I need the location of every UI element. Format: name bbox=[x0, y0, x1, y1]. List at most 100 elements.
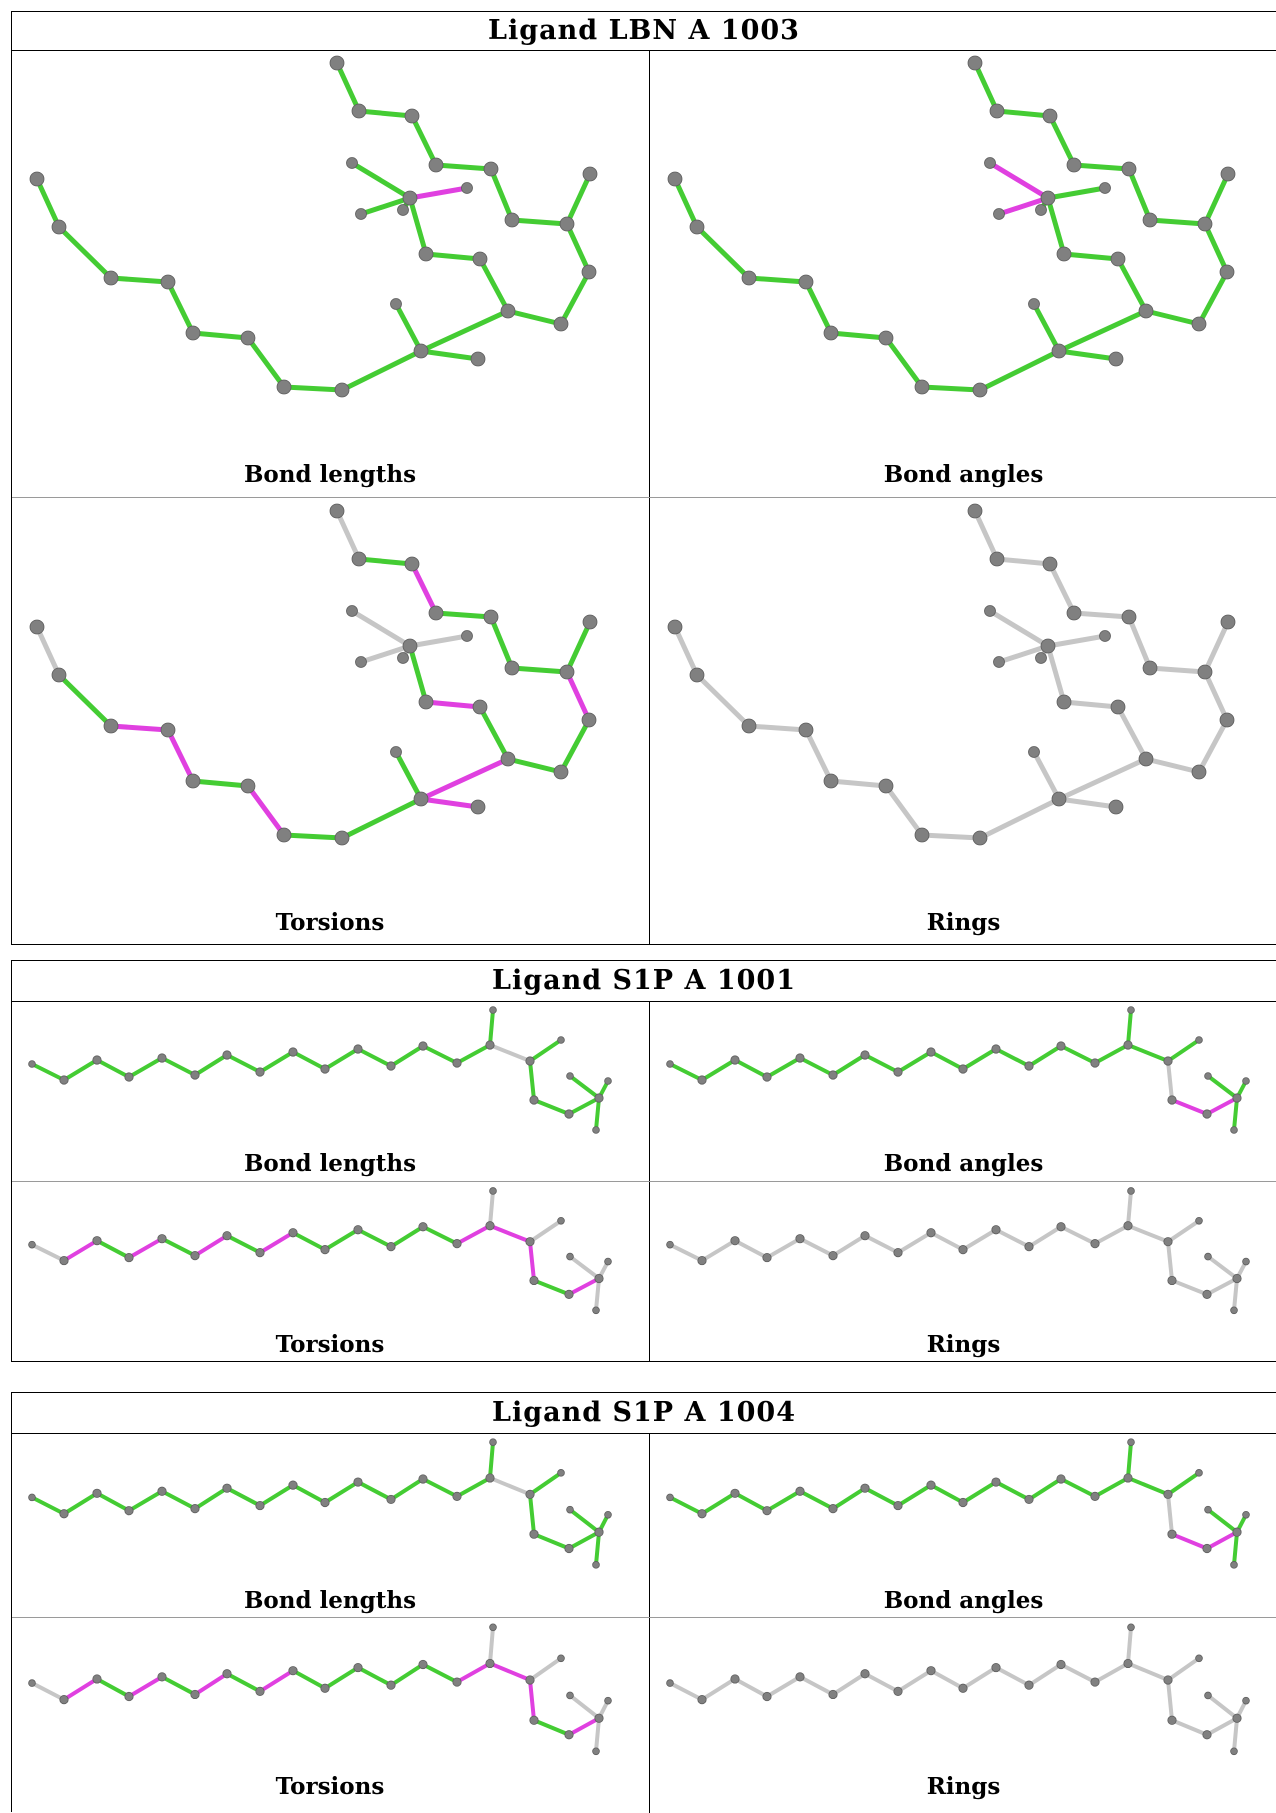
bond bbox=[994, 556, 1053, 567]
bond bbox=[1170, 1098, 1209, 1116]
atom bbox=[157, 1486, 167, 1496]
atom bbox=[1167, 1275, 1177, 1286]
atom bbox=[402, 638, 418, 654]
molecule-structure bbox=[667, 55, 1236, 398]
atom bbox=[92, 1236, 102, 1246]
atom bbox=[452, 1239, 462, 1249]
atom bbox=[500, 751, 516, 767]
bond bbox=[488, 1008, 495, 1047]
atom bbox=[1167, 1095, 1177, 1105]
bond bbox=[30, 1495, 66, 1516]
bond bbox=[765, 1056, 802, 1079]
atom bbox=[288, 1047, 298, 1057]
bond bbox=[668, 1681, 704, 1702]
atom bbox=[103, 718, 119, 734]
atom bbox=[730, 1674, 740, 1684]
atom bbox=[59, 1075, 69, 1085]
atom bbox=[157, 1672, 167, 1682]
bond bbox=[1027, 1044, 1063, 1068]
atom bbox=[1123, 1221, 1133, 1231]
atom bbox=[1024, 1061, 1034, 1071]
bond bbox=[95, 1238, 131, 1260]
atom bbox=[798, 274, 814, 290]
atom bbox=[470, 799, 486, 815]
bond bbox=[532, 1278, 571, 1297]
bond bbox=[1126, 1475, 1170, 1497]
bond bbox=[896, 1668, 933, 1694]
panel-label: Torsions bbox=[275, 909, 385, 936]
atom bbox=[92, 1055, 102, 1065]
atom bbox=[1090, 1239, 1100, 1249]
atom bbox=[1110, 699, 1126, 715]
bond bbox=[528, 1038, 563, 1063]
bond bbox=[421, 1224, 459, 1246]
atom bbox=[1042, 108, 1058, 124]
atom bbox=[1232, 1713, 1242, 1723]
atom bbox=[1056, 694, 1072, 710]
atom bbox=[991, 1044, 1001, 1054]
bond bbox=[193, 1486, 229, 1511]
atom bbox=[967, 55, 983, 71]
atom bbox=[1024, 1680, 1034, 1690]
bond bbox=[95, 1676, 131, 1699]
atom bbox=[893, 1067, 903, 1077]
bond bbox=[1061, 251, 1121, 262]
bond bbox=[258, 1668, 295, 1694]
atom bbox=[860, 1669, 870, 1679]
atom bbox=[553, 316, 569, 332]
bond bbox=[421, 1476, 459, 1499]
bond bbox=[929, 1668, 965, 1691]
bond bbox=[291, 1050, 327, 1071]
atom bbox=[581, 264, 597, 280]
atom bbox=[529, 1715, 539, 1725]
atom bbox=[1232, 1527, 1242, 1537]
bond bbox=[1206, 1693, 1239, 1721]
bond bbox=[190, 330, 251, 341]
bond bbox=[160, 1236, 197, 1258]
bond bbox=[258, 1050, 295, 1074]
atom bbox=[351, 103, 367, 119]
atom bbox=[485, 1221, 495, 1231]
atom bbox=[160, 722, 176, 738]
atom bbox=[353, 1477, 363, 1487]
bond bbox=[334, 508, 362, 562]
atom bbox=[386, 1494, 396, 1505]
bond bbox=[972, 60, 1000, 114]
bond bbox=[668, 1242, 704, 1263]
bond bbox=[1126, 166, 1153, 223]
atom bbox=[157, 1053, 167, 1063]
bond bbox=[358, 195, 413, 217]
bond bbox=[356, 556, 415, 567]
atom bbox=[1066, 157, 1082, 173]
atom bbox=[483, 161, 499, 177]
bond bbox=[356, 1480, 393, 1502]
bond bbox=[339, 796, 424, 841]
bond bbox=[1166, 1492, 1174, 1537]
bond bbox=[1045, 185, 1108, 201]
molecule-structure bbox=[666, 1623, 1250, 1756]
atom bbox=[667, 171, 683, 187]
bond bbox=[567, 1096, 601, 1116]
bond bbox=[258, 1230, 295, 1255]
bond bbox=[421, 1044, 459, 1065]
atom bbox=[240, 778, 256, 794]
bond bbox=[746, 275, 809, 285]
atom bbox=[564, 1109, 574, 1119]
panel-label: Bond lengths bbox=[243, 1150, 417, 1177]
block-title: Ligand S1P A 1004 bbox=[491, 1397, 796, 1428]
bond bbox=[1170, 1718, 1209, 1737]
atom bbox=[29, 171, 45, 187]
bond bbox=[831, 1053, 867, 1077]
atom bbox=[1167, 1715, 1177, 1725]
bond bbox=[564, 619, 593, 675]
atom bbox=[103, 270, 119, 286]
atom bbox=[1056, 1659, 1066, 1670]
bond bbox=[1047, 113, 1077, 168]
bond bbox=[803, 727, 834, 784]
bond bbox=[291, 1483, 327, 1505]
atom bbox=[1090, 1677, 1100, 1687]
atom bbox=[1028, 746, 1040, 758]
molecule-structure bbox=[28, 1187, 612, 1315]
atom bbox=[124, 1252, 134, 1263]
molecule-structure bbox=[28, 1623, 612, 1756]
